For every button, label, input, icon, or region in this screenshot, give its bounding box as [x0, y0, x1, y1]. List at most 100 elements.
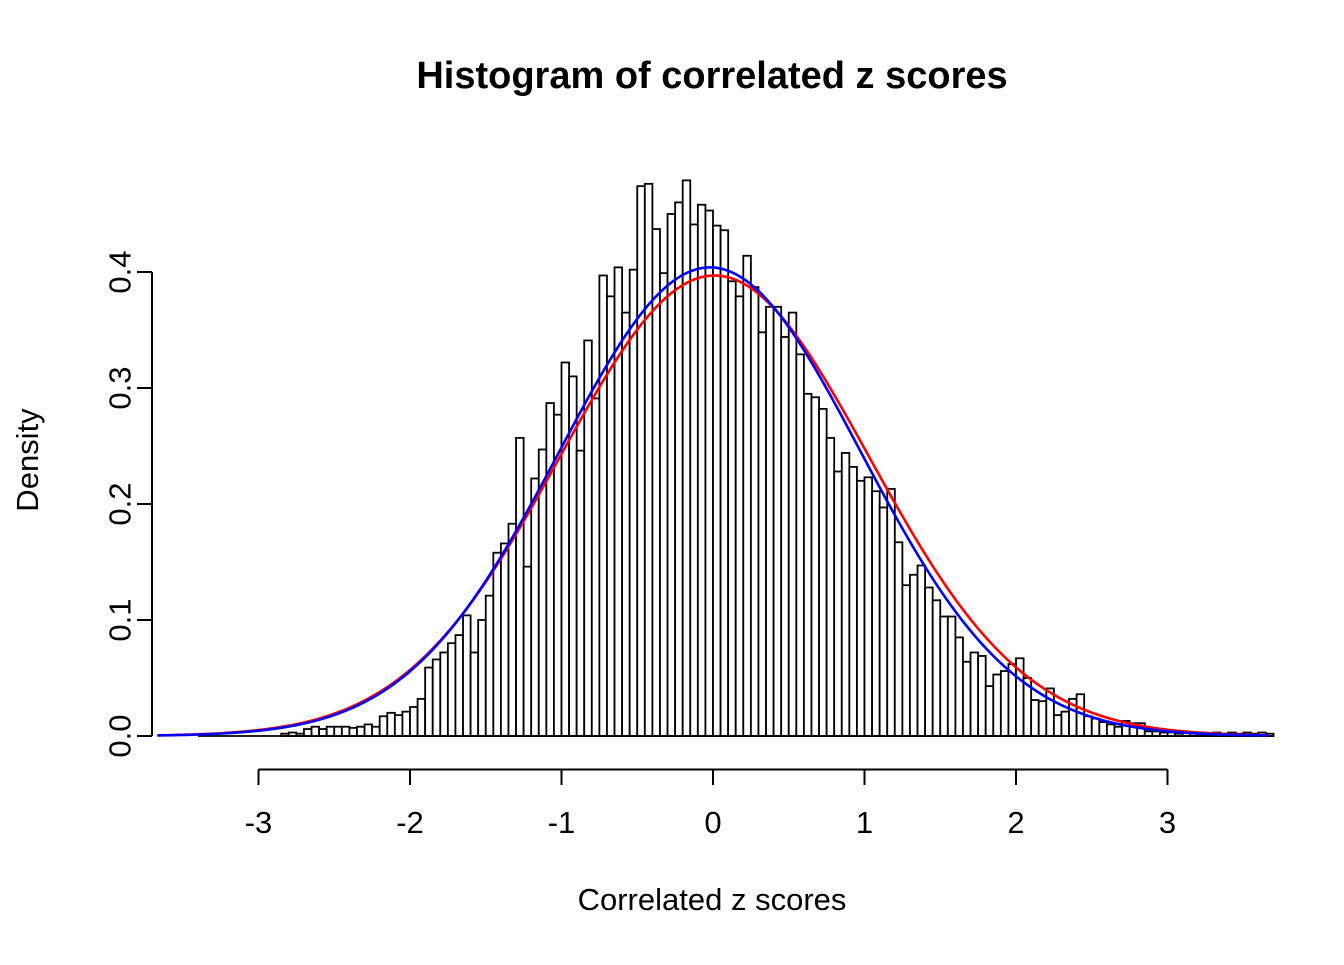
- histogram-bar: [939, 615, 949, 737]
- histogram-bar: [363, 723, 374, 737]
- histogram-bar: [621, 311, 631, 737]
- histogram-bar: [1083, 715, 1093, 737]
- y-axis: 0.0 0.1 0.2 0.3 0.4: [103, 250, 153, 758]
- histogram-bar: [507, 522, 517, 737]
- histogram-bar: [515, 436, 525, 737]
- histogram-bar: [416, 697, 427, 737]
- histogram-bar: [893, 541, 904, 737]
- histogram-bar: [696, 203, 707, 737]
- density-curves: [157, 266, 1269, 737]
- histogram-bar: [446, 642, 457, 737]
- histogram-bar: [810, 396, 820, 737]
- histogram-bar: [757, 331, 767, 737]
- histogram-bar: [999, 670, 1010, 737]
- histogram-bar: [704, 209, 714, 737]
- histogram-bar: [303, 728, 313, 737]
- histogram-bar: [840, 452, 851, 737]
- histogram-bars: [197, 179, 1275, 737]
- histogram-bar: [795, 353, 805, 737]
- histogram-bar: [545, 402, 555, 737]
- histogram-bar: [477, 619, 487, 737]
- histogram-bar: [492, 551, 502, 737]
- histogram-bar: [1030, 699, 1040, 737]
- histogram-bar: [1106, 723, 1116, 737]
- histogram-bar: [689, 223, 699, 737]
- histogram-bar: [484, 594, 495, 737]
- x-tick-label-0: 0: [704, 805, 721, 840]
- histogram-bar: [386, 711, 396, 737]
- histogram-bar: [462, 614, 472, 737]
- histogram-bar: [333, 725, 343, 737]
- histogram-bar: [378, 715, 389, 737]
- histogram-bar: [598, 274, 608, 737]
- histogram-bar: [962, 660, 972, 737]
- histogram-bar: [310, 725, 321, 737]
- histogram-bar: [1045, 687, 1055, 737]
- histogram-bar: [984, 685, 995, 737]
- histogram-bar: [886, 488, 896, 737]
- histogram-bar: [590, 397, 601, 737]
- histogram-bar: [560, 361, 570, 737]
- x-axis: -3 -2 -1 0 1 2 3: [245, 768, 1176, 840]
- histogram-bar: [522, 565, 533, 737]
- histogram-bar: [340, 725, 351, 737]
- y-tick-label-0.1: 0.1: [103, 598, 138, 641]
- histogram-bar: [931, 599, 942, 737]
- histogram-bar: [992, 673, 1002, 737]
- histogram-bar: [401, 710, 411, 737]
- histogram-bar: [924, 586, 934, 737]
- histogram-bar: [356, 725, 366, 737]
- y-tick-label-0.2: 0.2: [103, 482, 138, 525]
- histogram-bar: [856, 479, 866, 737]
- y-tick-label-0.3: 0.3: [103, 366, 138, 409]
- histogram-bar: [393, 714, 404, 737]
- histogram-bar: [348, 726, 358, 737]
- histogram-bar: [780, 336, 790, 737]
- histogram-bar: [1060, 710, 1070, 737]
- histogram-bar: [742, 254, 752, 737]
- histogram-bar: [878, 506, 889, 737]
- histogram-bar: [636, 185, 646, 737]
- x-tick-label-3: 3: [1159, 805, 1176, 840]
- histogram-bar: [499, 542, 510, 737]
- histogram-bar: [424, 666, 434, 737]
- histogram-bar: [575, 449, 586, 737]
- histogram-bar: [969, 651, 980, 737]
- chart-title: Histogram of correlated z scores: [416, 55, 1007, 97]
- histogram-bar: [848, 465, 858, 737]
- histogram-bar: [734, 295, 745, 737]
- y-tick-label-0.0: 0.0: [103, 714, 138, 757]
- histogram-bar: [674, 201, 684, 737]
- histogram-bar: [818, 407, 828, 737]
- histogram-bar: [749, 286, 760, 737]
- histogram-bar: [727, 280, 737, 737]
- histogram-bar: [787, 311, 798, 737]
- histogram-bar: [1113, 725, 1123, 737]
- histogram-bar: [954, 636, 964, 737]
- histogram-bar: [863, 476, 873, 737]
- histogram-bar: [916, 564, 927, 737]
- histogram-bar: [681, 179, 692, 737]
- histogram-bar: [719, 229, 730, 737]
- histogram-bar: [871, 490, 881, 737]
- histogram-bar: [431, 658, 442, 737]
- histogram-bar: [318, 728, 328, 737]
- x-tick-label--1: -1: [548, 805, 576, 840]
- y-axis-label: Density: [10, 408, 45, 512]
- standard-normal-curve: [157, 266, 1269, 737]
- histogram-bar: [765, 305, 775, 737]
- histogram-bar: [530, 477, 540, 737]
- histogram-bar: [909, 573, 919, 737]
- x-tick-label--2: -2: [396, 805, 424, 840]
- histogram-bar: [977, 655, 987, 737]
- histogram-bar: [901, 584, 911, 737]
- histogram-bar: [409, 706, 419, 737]
- histogram-bar: [613, 266, 624, 737]
- histogram-bar: [1098, 721, 1108, 737]
- histogram-bar: [643, 182, 654, 737]
- histogram-bar: [825, 436, 836, 737]
- histogram-bar: [325, 725, 336, 737]
- histogram-bar: [803, 392, 813, 737]
